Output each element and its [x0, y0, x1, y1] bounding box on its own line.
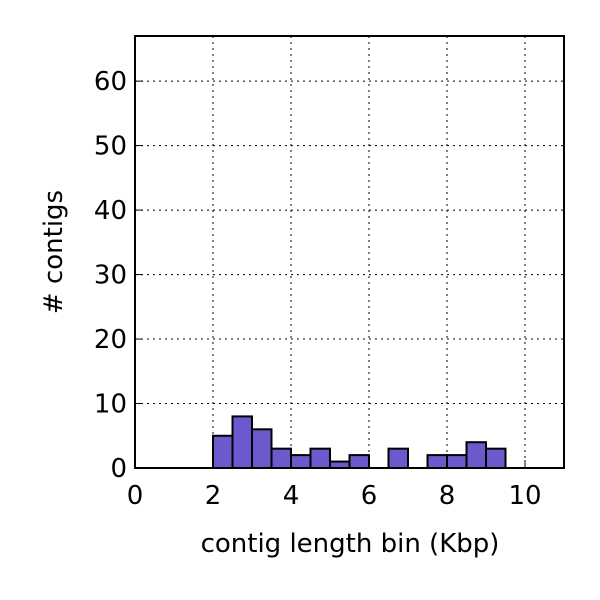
- y-tick-label: 50: [94, 132, 127, 162]
- axes-frame: [134, 35, 565, 469]
- bar: [485, 447, 507, 469]
- x-tick-label: 0: [127, 481, 144, 511]
- bar: [348, 454, 370, 470]
- bar: [270, 447, 292, 469]
- bar: [212, 434, 234, 470]
- x-axis-label: contig length bin (Kbp): [201, 529, 500, 559]
- y-tick-label: 10: [94, 390, 127, 420]
- y-tick-label: 60: [94, 67, 127, 97]
- x-tick-label: 10: [508, 481, 541, 511]
- plot-area: 0 10 20 30 40 50 60 0 2 4 6 8 10: [94, 36, 564, 511]
- x-tick-label: 6: [361, 481, 378, 511]
- x-tick-label: 4: [283, 481, 300, 511]
- bar: [231, 415, 253, 469]
- bar: [446, 454, 468, 470]
- y-tick-label: 0: [110, 454, 127, 484]
- y-axis-label: # contigs: [39, 190, 69, 314]
- y-tick-label: 40: [94, 196, 127, 226]
- x-tick-label: 2: [205, 481, 222, 511]
- bar: [309, 447, 331, 469]
- bar: [387, 447, 409, 469]
- bar: [465, 441, 487, 469]
- y-tick-label: 30: [94, 261, 127, 291]
- y-tick-label: 20: [94, 325, 127, 355]
- bar: [290, 454, 312, 470]
- bar: [251, 428, 273, 470]
- x-tick-label: 8: [439, 481, 456, 511]
- bar: [426, 454, 448, 470]
